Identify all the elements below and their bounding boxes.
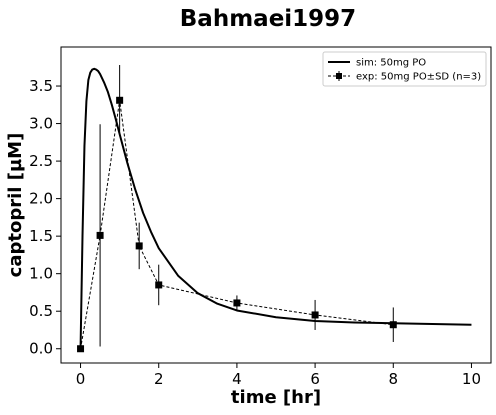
y-axis-label: captopril [µM] bbox=[5, 133, 26, 278]
sim-line bbox=[79, 67, 472, 349]
x-axis-ticks: 0 2 4 6 8 10 bbox=[76, 363, 481, 388]
exp-point bbox=[77, 345, 85, 353]
y-tick-label: 3.5 bbox=[29, 77, 53, 95]
exp-point bbox=[135, 242, 143, 250]
x-tick-label: 2 bbox=[154, 370, 164, 388]
exp-point bbox=[233, 299, 241, 307]
x-axis-label: time [hr] bbox=[231, 387, 321, 408]
x-tick-label: 8 bbox=[388, 370, 398, 388]
legend-exp-marker bbox=[336, 73, 342, 79]
exp-point bbox=[155, 281, 163, 289]
plot-area bbox=[60, 46, 492, 364]
series-layer bbox=[77, 65, 472, 353]
y-tick-label: 3.0 bbox=[29, 115, 53, 133]
legend: sim: 50mg PO exp: 50mg PO±SD (n=3) bbox=[322, 51, 487, 87]
y-tick-label: 2.5 bbox=[29, 152, 53, 170]
chart-title: Bahmaei1997 bbox=[180, 6, 356, 32]
y-tick-label: 2.0 bbox=[29, 190, 53, 208]
legend-exp-label: exp: 50mg PO±SD (n=3) bbox=[356, 72, 481, 83]
exp-point bbox=[96, 231, 104, 239]
exp-point bbox=[116, 96, 124, 104]
exp-point bbox=[389, 321, 397, 329]
exp-line bbox=[80, 100, 394, 349]
y-tick-label: 1.0 bbox=[29, 265, 53, 283]
plot-frame bbox=[60, 46, 492, 364]
y-tick-label: 0.5 bbox=[29, 302, 53, 320]
x-tick-label: 4 bbox=[232, 370, 242, 388]
x-tick-label: 6 bbox=[310, 370, 320, 388]
x-tick-label: 10 bbox=[462, 370, 481, 388]
y-axis-ticks: 0.0 0.5 1.0 1.5 2.0 2.5 3.0 3.5 bbox=[29, 77, 61, 358]
y-tick-label: 0.0 bbox=[29, 340, 53, 358]
y-tick-label: 1.5 bbox=[29, 227, 53, 245]
legend-box bbox=[322, 51, 487, 87]
legend-sim-label: sim: 50mg PO bbox=[356, 58, 426, 69]
x-tick-label: 0 bbox=[76, 370, 86, 388]
exp-point bbox=[311, 311, 319, 319]
